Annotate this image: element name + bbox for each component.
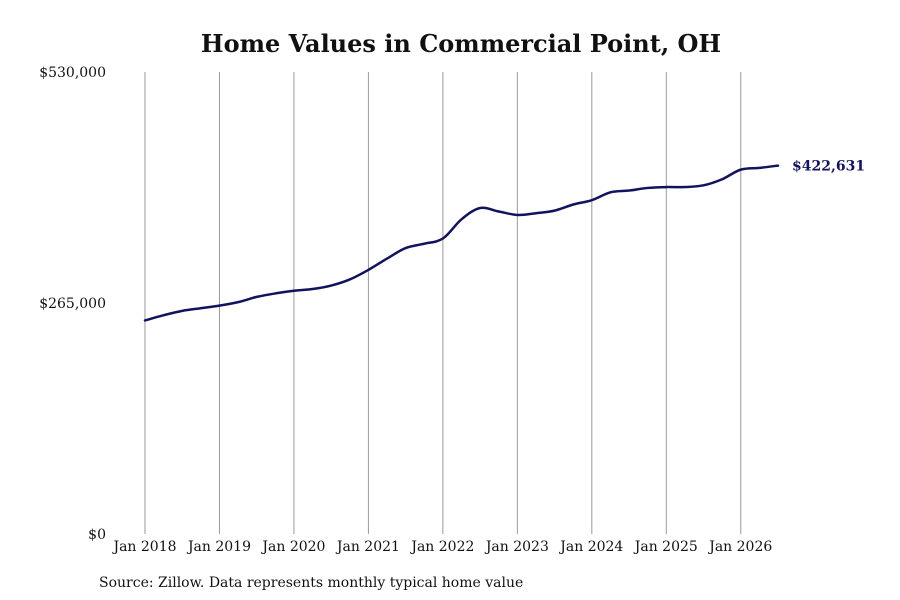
data-point [758, 167, 760, 169]
series-layer [143, 164, 780, 322]
data-point [702, 184, 704, 186]
x-tick-label: Jan 2020 [260, 539, 325, 555]
x-tick-label: Jan 2018 [111, 539, 176, 555]
data-point [665, 186, 667, 188]
data-point [293, 290, 295, 292]
data-point [721, 178, 723, 180]
data-point [572, 203, 574, 205]
data-point [311, 288, 313, 290]
grid-lines [144, 72, 742, 534]
data-point [349, 278, 351, 280]
data-point [274, 292, 276, 294]
y-tick-labels: $0 $265,000 $530,000 [39, 65, 106, 543]
data-point [498, 210, 500, 212]
x-tick-label: Jan 2023 [484, 539, 549, 555]
x-tick-label: Jan 2024 [558, 539, 623, 555]
data-point [479, 207, 481, 209]
data-point [535, 212, 537, 214]
end-labels: $422,631 [792, 159, 865, 175]
data-point [404, 247, 406, 249]
data-point [330, 284, 332, 286]
data-point [200, 307, 202, 309]
data-point [591, 199, 593, 201]
data-point [386, 257, 388, 259]
data-point [740, 168, 742, 170]
x-tick-label: Jan 2021 [335, 539, 400, 555]
data-point [516, 214, 518, 216]
data-point [628, 189, 630, 191]
y-tick-label: $265,000 [39, 296, 106, 312]
y-tick-label: $0 [88, 527, 106, 543]
data-point [367, 269, 369, 271]
data-point [684, 186, 686, 188]
data-point [256, 296, 258, 298]
series-line [143, 164, 780, 322]
source-note: Source: Zillow. Data represents monthly … [99, 575, 523, 591]
data-point [442, 237, 444, 239]
end-value-label: $422,631 [792, 159, 865, 175]
data-point [181, 310, 183, 312]
data-point [162, 314, 164, 316]
data-point [777, 164, 779, 166]
x-tick-label: Jan 2026 [707, 539, 772, 555]
data-point [553, 209, 555, 211]
x-tick-label: Jan 2022 [409, 539, 474, 555]
x-tick-label: Jan 2025 [633, 539, 698, 555]
x-tick-label: Jan 2019 [186, 539, 251, 555]
data-point [646, 187, 648, 189]
data-point [237, 301, 239, 303]
data-point [218, 304, 220, 306]
data-point [144, 319, 146, 321]
chart-title: Home Values in Commercial Point, OH [201, 29, 721, 58]
x-tick-labels: Jan 2018 Jan 2019 Jan 2020 Jan 2021 Jan 2022… [111, 539, 772, 555]
data-point [609, 191, 611, 193]
data-point [460, 218, 462, 220]
data-point [423, 243, 425, 245]
y-tick-label: $530,000 [39, 65, 106, 81]
